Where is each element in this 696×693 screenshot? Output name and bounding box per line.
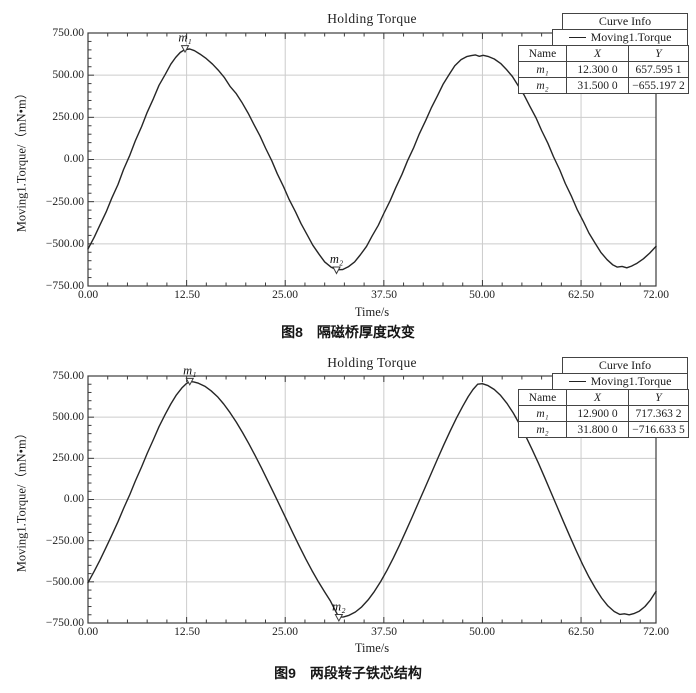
y-axis-label: Moving1.Torque/（mN•m） xyxy=(14,86,29,233)
x-tick-label: 72.00 xyxy=(643,289,669,301)
chart-title: Holding Torque xyxy=(327,355,417,370)
x-tick-label: 0.00 xyxy=(77,289,99,301)
y-tick-label: 0.00 xyxy=(63,493,84,505)
marker-x: 12.300 0 xyxy=(566,61,629,78)
x-tick-label: 25.00 xyxy=(272,626,298,638)
x-tick-label: 62.50 xyxy=(568,626,594,638)
marker-x: 31.800 0 xyxy=(566,421,629,438)
marker-y: 657.595 1 xyxy=(628,61,689,78)
table-row: m₁ 12.300 0 657.595 1 xyxy=(518,61,689,78)
marker-name: m₂ xyxy=(518,421,567,438)
x-tick-label: 12.50 xyxy=(174,626,200,638)
marker-label: m₁ xyxy=(178,31,191,45)
marker-label: m₂ xyxy=(332,600,346,614)
marker-y: −655.197 2 xyxy=(628,77,689,94)
x-tick-label: 50.00 xyxy=(469,626,495,638)
table-header-row: Name X Y xyxy=(518,389,689,406)
y-tick-label: 750.00 xyxy=(52,27,84,39)
legend-series: Moving1.Torque xyxy=(552,29,688,46)
x-tick-label: 37.50 xyxy=(371,626,397,638)
col-y: Y xyxy=(628,45,689,62)
x-tick-label: 0.00 xyxy=(77,626,99,638)
legend-header: Curve Info xyxy=(562,357,688,374)
x-tick-label: 37.50 xyxy=(371,289,397,301)
y-tick-label: −750.00 xyxy=(45,280,84,292)
col-name: Name xyxy=(518,45,567,62)
y-tick-label: 500.00 xyxy=(52,69,84,81)
legend-header: Curve Info xyxy=(562,13,688,30)
x-tick-label: 72.00 xyxy=(643,626,669,638)
col-x: X xyxy=(566,389,629,406)
marker-x: 12.900 0 xyxy=(566,405,629,422)
marker-m₂-icon xyxy=(332,266,341,275)
series-label: Moving1.Torque xyxy=(590,30,672,44)
table-row: m₂ 31.500 0 −655.197 2 xyxy=(518,77,689,94)
chart-title: Holding Torque xyxy=(327,11,417,26)
x-tick-label: 25.00 xyxy=(272,289,298,301)
torque-curve xyxy=(87,380,657,618)
y-tick-label: 250.00 xyxy=(52,452,84,464)
marker-m₁-icon xyxy=(185,377,195,386)
y-tick-label: 0.00 xyxy=(63,153,84,165)
y-tick-label: 750.00 xyxy=(52,370,84,382)
y-tick-label: −250.00 xyxy=(45,196,84,208)
table-row: m₂ 31.800 0 −716.633 5 xyxy=(518,421,689,438)
marker-x: 31.500 0 xyxy=(566,77,629,94)
legend-series: Moving1.Torque xyxy=(552,373,688,390)
series-line-icon xyxy=(568,37,586,38)
figure-caption: 图9 两段转子铁芯结构 xyxy=(274,665,422,681)
x-axis-label: Time/s xyxy=(354,305,390,319)
marker-y: −716.633 5 xyxy=(628,421,689,438)
y-tick-label: −500.00 xyxy=(45,576,84,588)
marker-name: m₁ xyxy=(518,61,567,78)
marker-label: m₂ xyxy=(330,252,344,266)
y-tick-label: −250.00 xyxy=(45,535,84,547)
y-tick-label: −750.00 xyxy=(45,617,84,629)
x-tick-label: 12.50 xyxy=(174,289,200,301)
col-x: X xyxy=(566,45,629,62)
marker-m₂-icon xyxy=(334,614,344,623)
y-tick-label: −500.00 xyxy=(45,238,84,250)
col-name: Name xyxy=(518,389,567,406)
figure-caption: 图8 隔磁桥厚度改变 xyxy=(281,324,415,340)
x-axis-label: Time/s xyxy=(354,641,390,655)
col-y: Y xyxy=(628,389,689,406)
table-row: m₁ 12.900 0 717.363 2 xyxy=(518,405,689,422)
marker-table: Name X Y m₁ 12.900 0 717.363 2 m₂ 31.800… xyxy=(518,389,689,438)
table-header-row: Name X Y xyxy=(518,45,689,62)
x-tick-label: 50.00 xyxy=(469,289,495,301)
marker-label: m₁ xyxy=(183,363,196,377)
y-tick-label: 500.00 xyxy=(52,411,84,423)
plot-frame xyxy=(87,375,657,624)
marker-name: m₂ xyxy=(518,77,567,94)
y-axis-label: Moving1.Torque/（mN•m） xyxy=(14,426,29,573)
marker-y: 717.363 2 xyxy=(628,405,689,422)
y-tick-label: 250.00 xyxy=(52,111,84,123)
marker-name: m₁ xyxy=(518,405,567,422)
series-line-icon xyxy=(568,381,586,382)
x-tick-label: 62.50 xyxy=(568,289,594,301)
torque-curve xyxy=(87,48,657,271)
marker-m₁-icon xyxy=(180,45,190,54)
series-label: Moving1.Torque xyxy=(590,374,672,388)
marker-table: Name X Y m₁ 12.300 0 657.595 1 m₂ 31.500… xyxy=(518,45,689,94)
plot-frame xyxy=(87,32,657,287)
